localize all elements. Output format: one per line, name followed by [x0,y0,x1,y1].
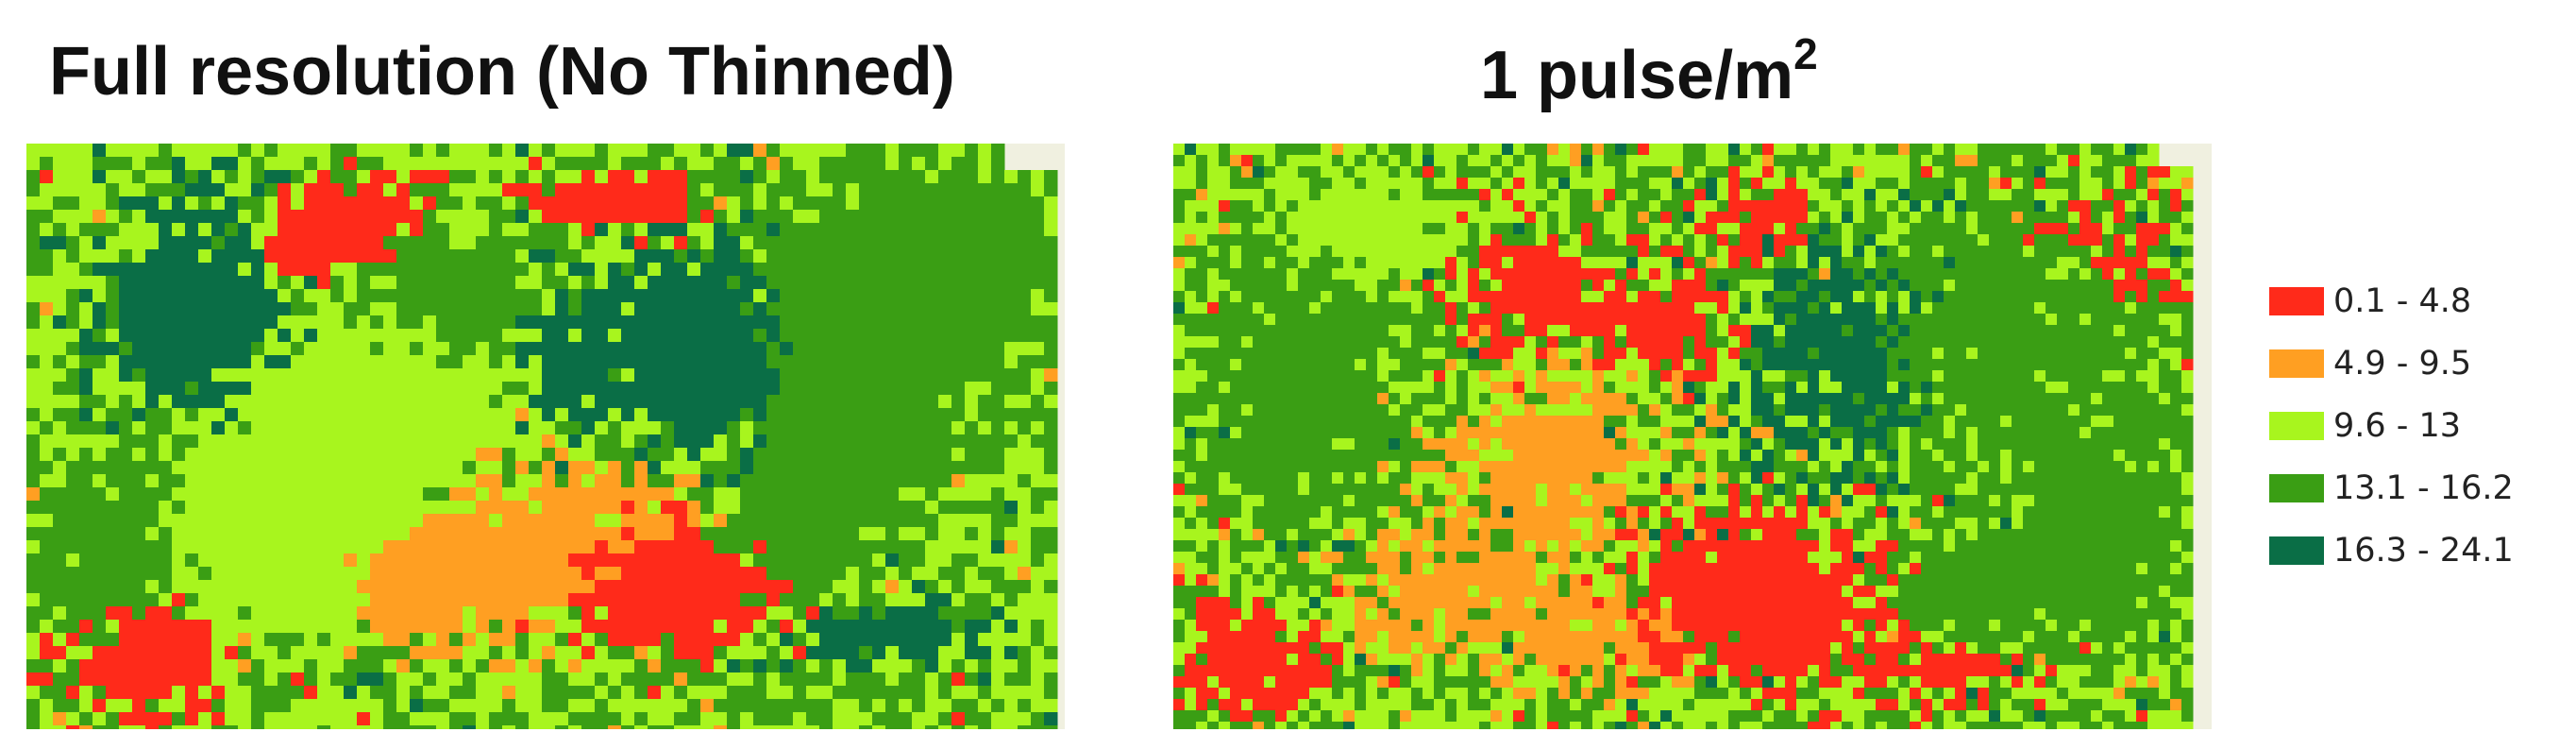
raster-canvas [26,144,1065,729]
title-text: 1 pulse/m [1480,38,1794,113]
legend-item: 4.9 - 9.5 [2269,332,2514,395]
legend-label: 0.1 - 4.8 [2333,282,2472,320]
title-superscript: 2 [1793,29,1818,78]
legend-label: 4.9 - 9.5 [2333,345,2472,383]
legend-label: 9.6 - 13 [2333,407,2462,445]
legend-swatch [2269,474,2324,502]
legend-item: 13.1 - 16.2 [2269,457,2514,519]
raster-map-1-pulse [1173,144,2212,729]
legend-swatch [2269,412,2324,440]
legend-swatch [2269,536,2324,565]
map-title-1-pulse: 1 pulse/m2 [1480,32,1818,113]
legend-item: 0.1 - 4.8 [2269,270,2514,332]
raster-map-full-resolution [26,144,1065,729]
legend-label: 13.1 - 16.2 [2333,469,2514,507]
legend: 0.1 - 4.8 4.9 - 9.5 9.6 - 13 13.1 - 16.2… [2269,270,2514,582]
legend-item: 9.6 - 13 [2269,395,2514,457]
legend-swatch [2269,287,2324,315]
legend-item: 16.3 - 24.1 [2269,519,2514,582]
legend-label: 16.3 - 24.1 [2333,532,2514,570]
legend-swatch [2269,349,2324,378]
map-title-full-resolution: Full resolution (No Thinned) [49,34,955,110]
raster-canvas [1173,144,2212,729]
